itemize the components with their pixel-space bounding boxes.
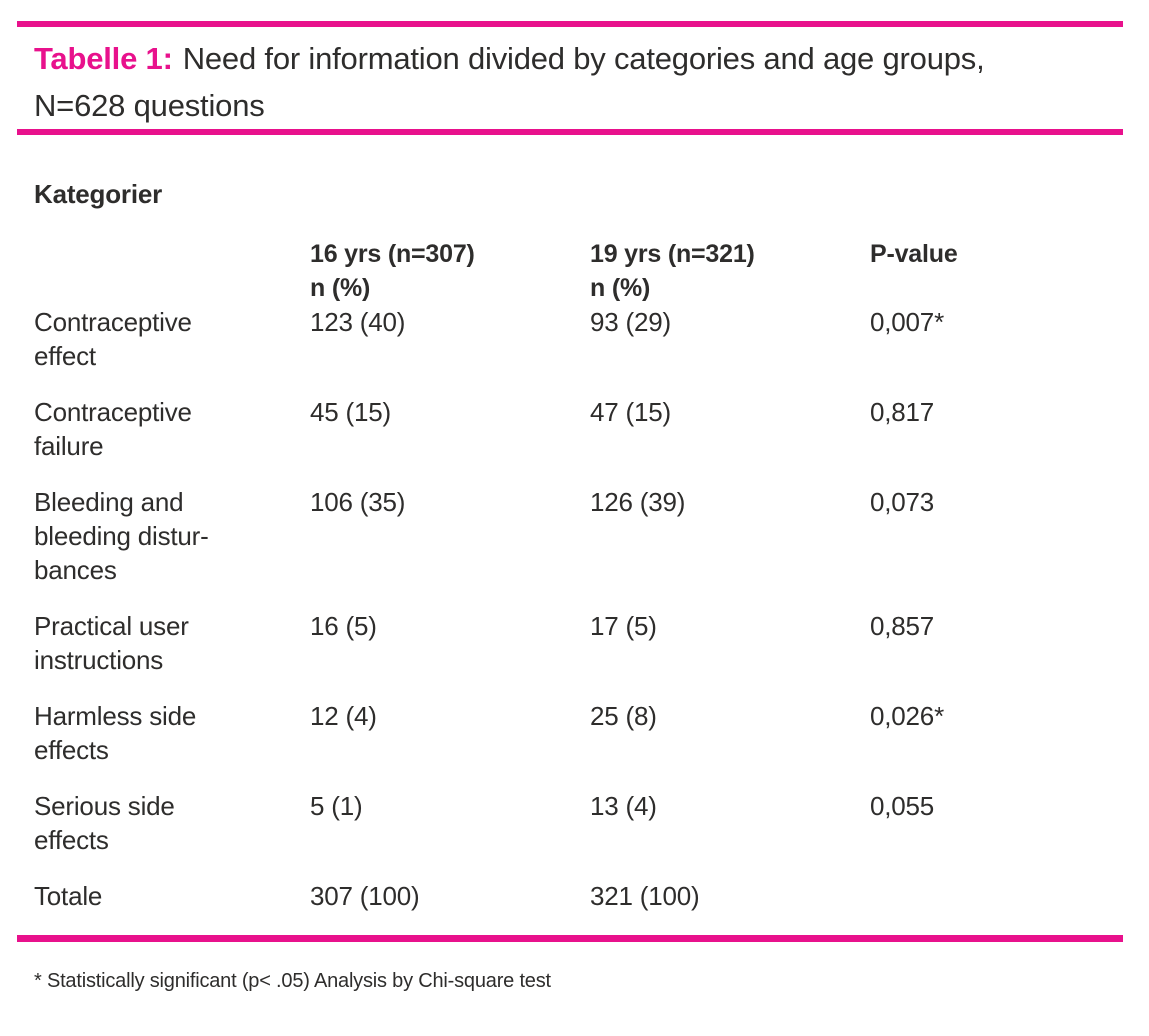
row-19yrs-value: 17 (5)	[590, 611, 657, 641]
table-row-total: Totale 307 (100) 321 (100)	[34, 879, 1123, 913]
row-19yrs-value: 321 (100)	[590, 881, 700, 911]
footer-rule	[17, 935, 1123, 942]
header-cell-16yrs: 16 yrs (n=307) n (%)	[310, 240, 475, 302]
table-row: Contraceptive effect 123 (40) 93 (29) 0,…	[34, 305, 1123, 373]
row-19yrs-value: 25 (8)	[590, 701, 657, 731]
header-divider-rule	[17, 129, 1123, 135]
row-16yrs-value: 12 (4)	[310, 701, 377, 731]
header-cell-pvalue: P-value	[870, 240, 958, 268]
table-title: Tabelle 1: Need for information divided b…	[34, 35, 1044, 129]
row-16yrs-value: 123 (40)	[310, 307, 406, 337]
row-19yrs-value: 93 (29)	[590, 307, 671, 337]
row-16yrs-value: 5 (1)	[310, 791, 363, 821]
row-category: Practical user instructions	[34, 611, 189, 675]
row-category: Harmless side effects	[34, 701, 197, 765]
header-cell-19yrs: 19 yrs (n=321) n (%)	[590, 240, 755, 302]
table-row: Practical user instructions 16 (5) 17 (5…	[34, 609, 1123, 677]
row-16yrs-value: 16 (5)	[310, 611, 377, 641]
significance-footnote: * Statistically significant (p< .05) Ana…	[34, 970, 551, 992]
table-number-label: Tabelle 1:	[34, 41, 173, 76]
row-16yrs-value: 106 (35)	[310, 487, 406, 517]
row-category: Bleeding and bleeding distur- bances	[34, 487, 209, 585]
row-category: Contraceptive failure	[34, 397, 192, 461]
table-row: Bleeding and bleeding distur- bances 106…	[34, 485, 1123, 587]
table-header-row: 16 yrs (n=307) n (%) 19 yrs (n=321) n (%…	[34, 237, 1123, 305]
row-pvalue: 0,817	[870, 397, 935, 427]
row-pvalue: 0,857	[870, 611, 935, 641]
categories-heading: Kategorier	[34, 179, 163, 209]
table-title-text: Need for information divided by categori…	[34, 41, 985, 123]
top-rule	[17, 21, 1123, 27]
row-19yrs-value: 47 (15)	[590, 397, 671, 427]
row-pvalue: 0,055	[870, 791, 935, 821]
row-pvalue: 0,026*	[870, 701, 944, 731]
table-row: Contraceptive failure 45 (15) 47 (15) 0,…	[34, 395, 1123, 463]
row-16yrs-value: 307 (100)	[310, 881, 420, 911]
row-category: Contraceptive effect	[34, 307, 192, 371]
row-19yrs-value: 13 (4)	[590, 791, 657, 821]
table-content: Kategorier 16 yrs (n=307) n (%) 19 yrs (…	[17, 177, 1123, 913]
figure-content: Tabelle 1: Need for information divided b…	[17, 35, 1123, 129]
row-19yrs-value: 126 (39)	[590, 487, 686, 517]
row-pvalue: 0,007*	[870, 307, 944, 337]
row-16yrs-value: 45 (15)	[310, 397, 391, 427]
row-pvalue: 0,073	[870, 487, 935, 517]
table-row: Harmless side effects 12 (4) 25 (8) 0,02…	[34, 699, 1123, 767]
row-category: Serious side effects	[34, 791, 175, 855]
row-category: Totale	[34, 881, 103, 911]
table-row: Serious side effects 5 (1) 13 (4) 0,055	[34, 789, 1123, 857]
